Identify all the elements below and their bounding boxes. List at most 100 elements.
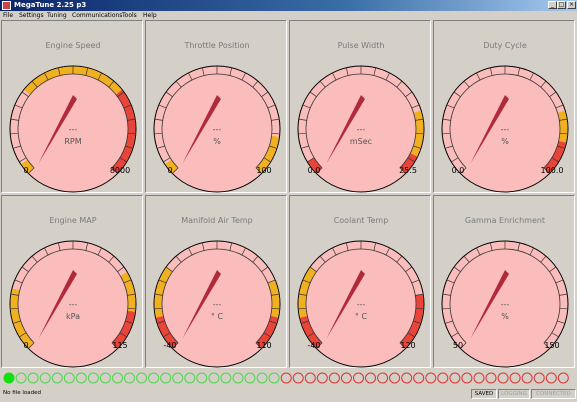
dial-tick: [549, 266, 557, 272]
gauge-needle: [182, 95, 221, 164]
status-led: [533, 372, 545, 384]
dial-zone-warning: [165, 159, 179, 174]
dial-tick: [125, 145, 134, 149]
dial-tick: [543, 167, 550, 174]
status-led: [449, 372, 461, 384]
dial-tick: [300, 145, 309, 149]
dial-tick: [396, 80, 403, 88]
dial-tick: [175, 255, 182, 263]
dial-tick: [119, 332, 127, 338]
gauge-needle: [326, 270, 365, 339]
dial-tick: [411, 279, 420, 284]
dial-tick: [12, 320, 21, 324]
status-led: [545, 372, 557, 384]
dial-tick: [156, 145, 165, 149]
status-led: [136, 372, 148, 384]
dial-tick: [10, 118, 19, 121]
status-led: [389, 372, 401, 384]
dial-tick: [415, 118, 424, 121]
dial-tick: [444, 145, 453, 149]
status-led: [401, 372, 413, 384]
gauge-grid: --- RPM 0 8000 Engine Speed ---% 0 100 Throttle …: [0, 20, 577, 370]
status-led: [413, 372, 425, 384]
dial-scale-arc: [305, 73, 417, 169]
gauge-value: ---: [357, 125, 366, 134]
dial-tick: [255, 342, 262, 349]
minimize-button[interactable]: _: [548, 1, 557, 9]
menu-tools[interactable]: Tools: [122, 12, 137, 19]
status-led: [340, 372, 352, 384]
menu-help[interactable]: Help: [143, 12, 157, 19]
dial-zone-danger: [300, 316, 323, 349]
gauge-panel-pulse-width: --- mSec 0.0 25.5 Pulse Width: [289, 20, 431, 193]
maximize-button[interactable]: □: [557, 1, 566, 9]
gauge-max-label: 100.0: [541, 166, 564, 175]
gauge-max-label: 110: [256, 341, 271, 350]
dial-tick: [267, 279, 276, 284]
gauge-dial-manifold-air-temp: --- ° C -40 110: [153, 240, 281, 368]
dial-tick: [271, 118, 280, 121]
status-led: [521, 372, 533, 384]
dial-tick: [446, 279, 455, 284]
status-led: [509, 372, 521, 384]
dial-tick: [555, 104, 564, 109]
gauge-value: ---: [213, 300, 222, 309]
menu-communications[interactable]: Communications: [72, 12, 123, 19]
dial-tick: [407, 157, 415, 163]
dial-tick: [31, 255, 38, 263]
dial-tick: [559, 307, 568, 310]
dial-tick: [316, 167, 323, 174]
status-led: [87, 372, 99, 384]
dial-tick: [44, 247, 49, 256]
gauge-title: Gamma Enrichment: [464, 216, 546, 225]
dial-tick: [175, 80, 182, 88]
gauge-value: ---: [213, 125, 222, 134]
gauge-dial-engine-map: --- kPa 0 115: [9, 240, 137, 368]
dial-tick: [165, 91, 173, 97]
dial-zone-danger: [156, 316, 179, 349]
gauge-needle: [38, 95, 77, 164]
gauge-min-label: 0.0: [452, 166, 465, 175]
dial-tick: [252, 255, 259, 263]
dial-tick: [271, 132, 280, 135]
dial-tick: [111, 167, 118, 174]
status-message: No file loaded: [3, 390, 41, 396]
dial-tick: [559, 293, 568, 296]
dial-tick: [460, 167, 467, 174]
status-led: [51, 372, 63, 384]
app-icon: [2, 1, 11, 10]
gauge-max-label: 25.5: [399, 166, 417, 175]
dial-zone-warning: [255, 135, 280, 174]
close-button[interactable]: ×: [567, 1, 576, 9]
dial-tick: [529, 72, 534, 81]
dial-scale-arc: [449, 248, 561, 344]
dial-tick: [399, 342, 406, 349]
dial-zone-danger: [111, 310, 136, 349]
status-led: [160, 372, 172, 384]
dial-tick: [57, 242, 61, 251]
status-led: [15, 372, 27, 384]
gauge-panel-manifold-air-temp: --- ° C -40 110 Manifold Air Temp: [145, 195, 287, 368]
dial-tick: [172, 167, 179, 174]
dial-tick: [261, 91, 269, 97]
status-led: [27, 372, 39, 384]
dial-tick: [453, 91, 461, 97]
menu-tuning[interactable]: Tuning: [47, 12, 67, 19]
dial-tick: [163, 157, 171, 163]
menu-file[interactable]: File: [3, 12, 14, 19]
dial-tick: [300, 320, 309, 324]
status-led: [316, 372, 328, 384]
menu-settings[interactable]: Settings: [19, 12, 44, 19]
dial-tick: [385, 247, 390, 256]
dial-tick: [451, 332, 459, 338]
dial-tick: [451, 157, 459, 163]
dial-scale-arc: [305, 248, 417, 344]
dial-tick: [460, 342, 467, 349]
dial-tick: [117, 91, 125, 97]
dial-tick: [405, 266, 413, 272]
dial-tick: [411, 104, 420, 109]
dial-zone-danger: [543, 141, 566, 174]
dial-tick: [517, 242, 521, 251]
dial-scale-arc: [17, 248, 129, 344]
status-led: [437, 372, 449, 384]
